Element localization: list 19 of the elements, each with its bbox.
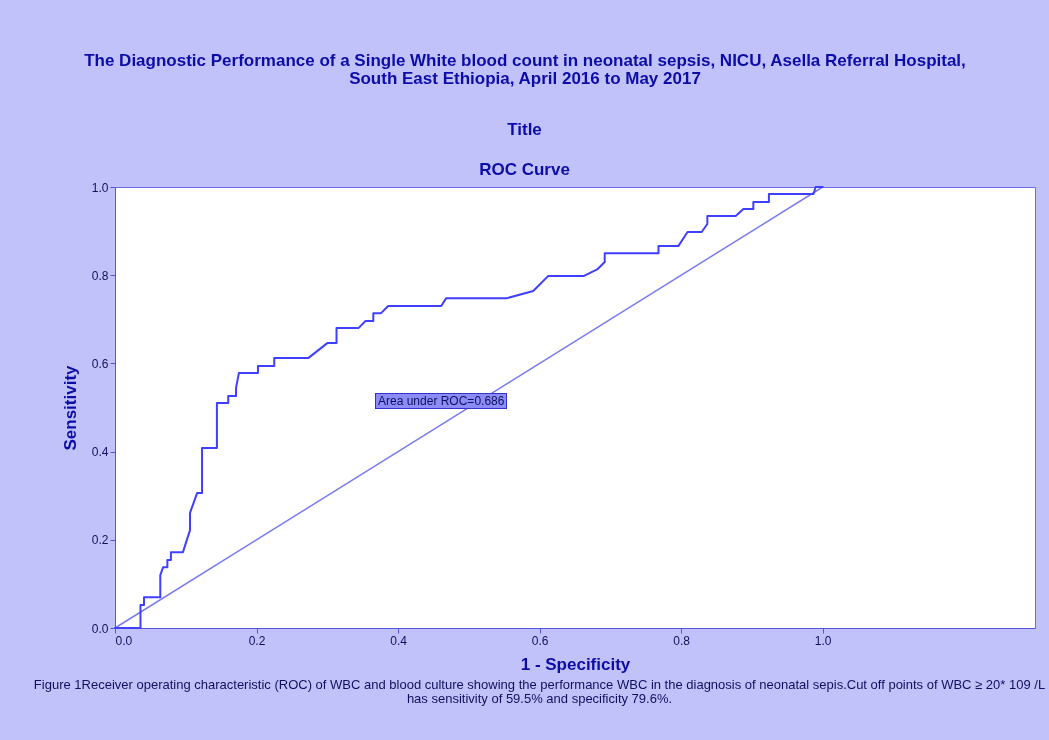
x-tick-label: 0.4	[390, 633, 408, 648]
y-tick-label: 1.0	[91, 180, 109, 195]
y-axis-title: Sensitivity	[60, 364, 80, 451]
text: Title	[506, 120, 543, 140]
x-axis-title: 1 - Specificity	[520, 654, 631, 674]
x-tick-label: 0.0	[115, 633, 133, 648]
y-tick-label: 0.2	[91, 533, 109, 548]
x-tick-label: 0.2	[248, 633, 266, 648]
y-tick-label: 0.4	[91, 445, 109, 460]
caption: Figure 1Receiver operating characteristic (ROC) of WBC and blood culture showing the performance WBC in the diagnosis of neonatal sepis.Cut off points of WBC ≥ 20* 109 /L has sensitivity of 59.5% and specificity 79.6%.	[32, 677, 1047, 706]
chart-subtitle: ROC Curve	[478, 160, 571, 180]
x-tick-label: 0.8	[673, 633, 691, 648]
y-tick-label: 0.0	[91, 621, 109, 636]
chart-title: The Diagnostic Performance of a Single White blood count in neonatal sepsis, NICU, Asella Referral Hospital, South East Ethiopia, April 2016 to May 2017	[83, 51, 967, 88]
x-tick-label: 1.0	[814, 633, 832, 648]
annotation: Area under ROC=0.686	[375, 393, 508, 409]
x-tick-label: 0.6	[531, 633, 549, 648]
y-tick-label: 0.6	[91, 356, 109, 371]
y-tick-label: 0.8	[91, 268, 109, 283]
